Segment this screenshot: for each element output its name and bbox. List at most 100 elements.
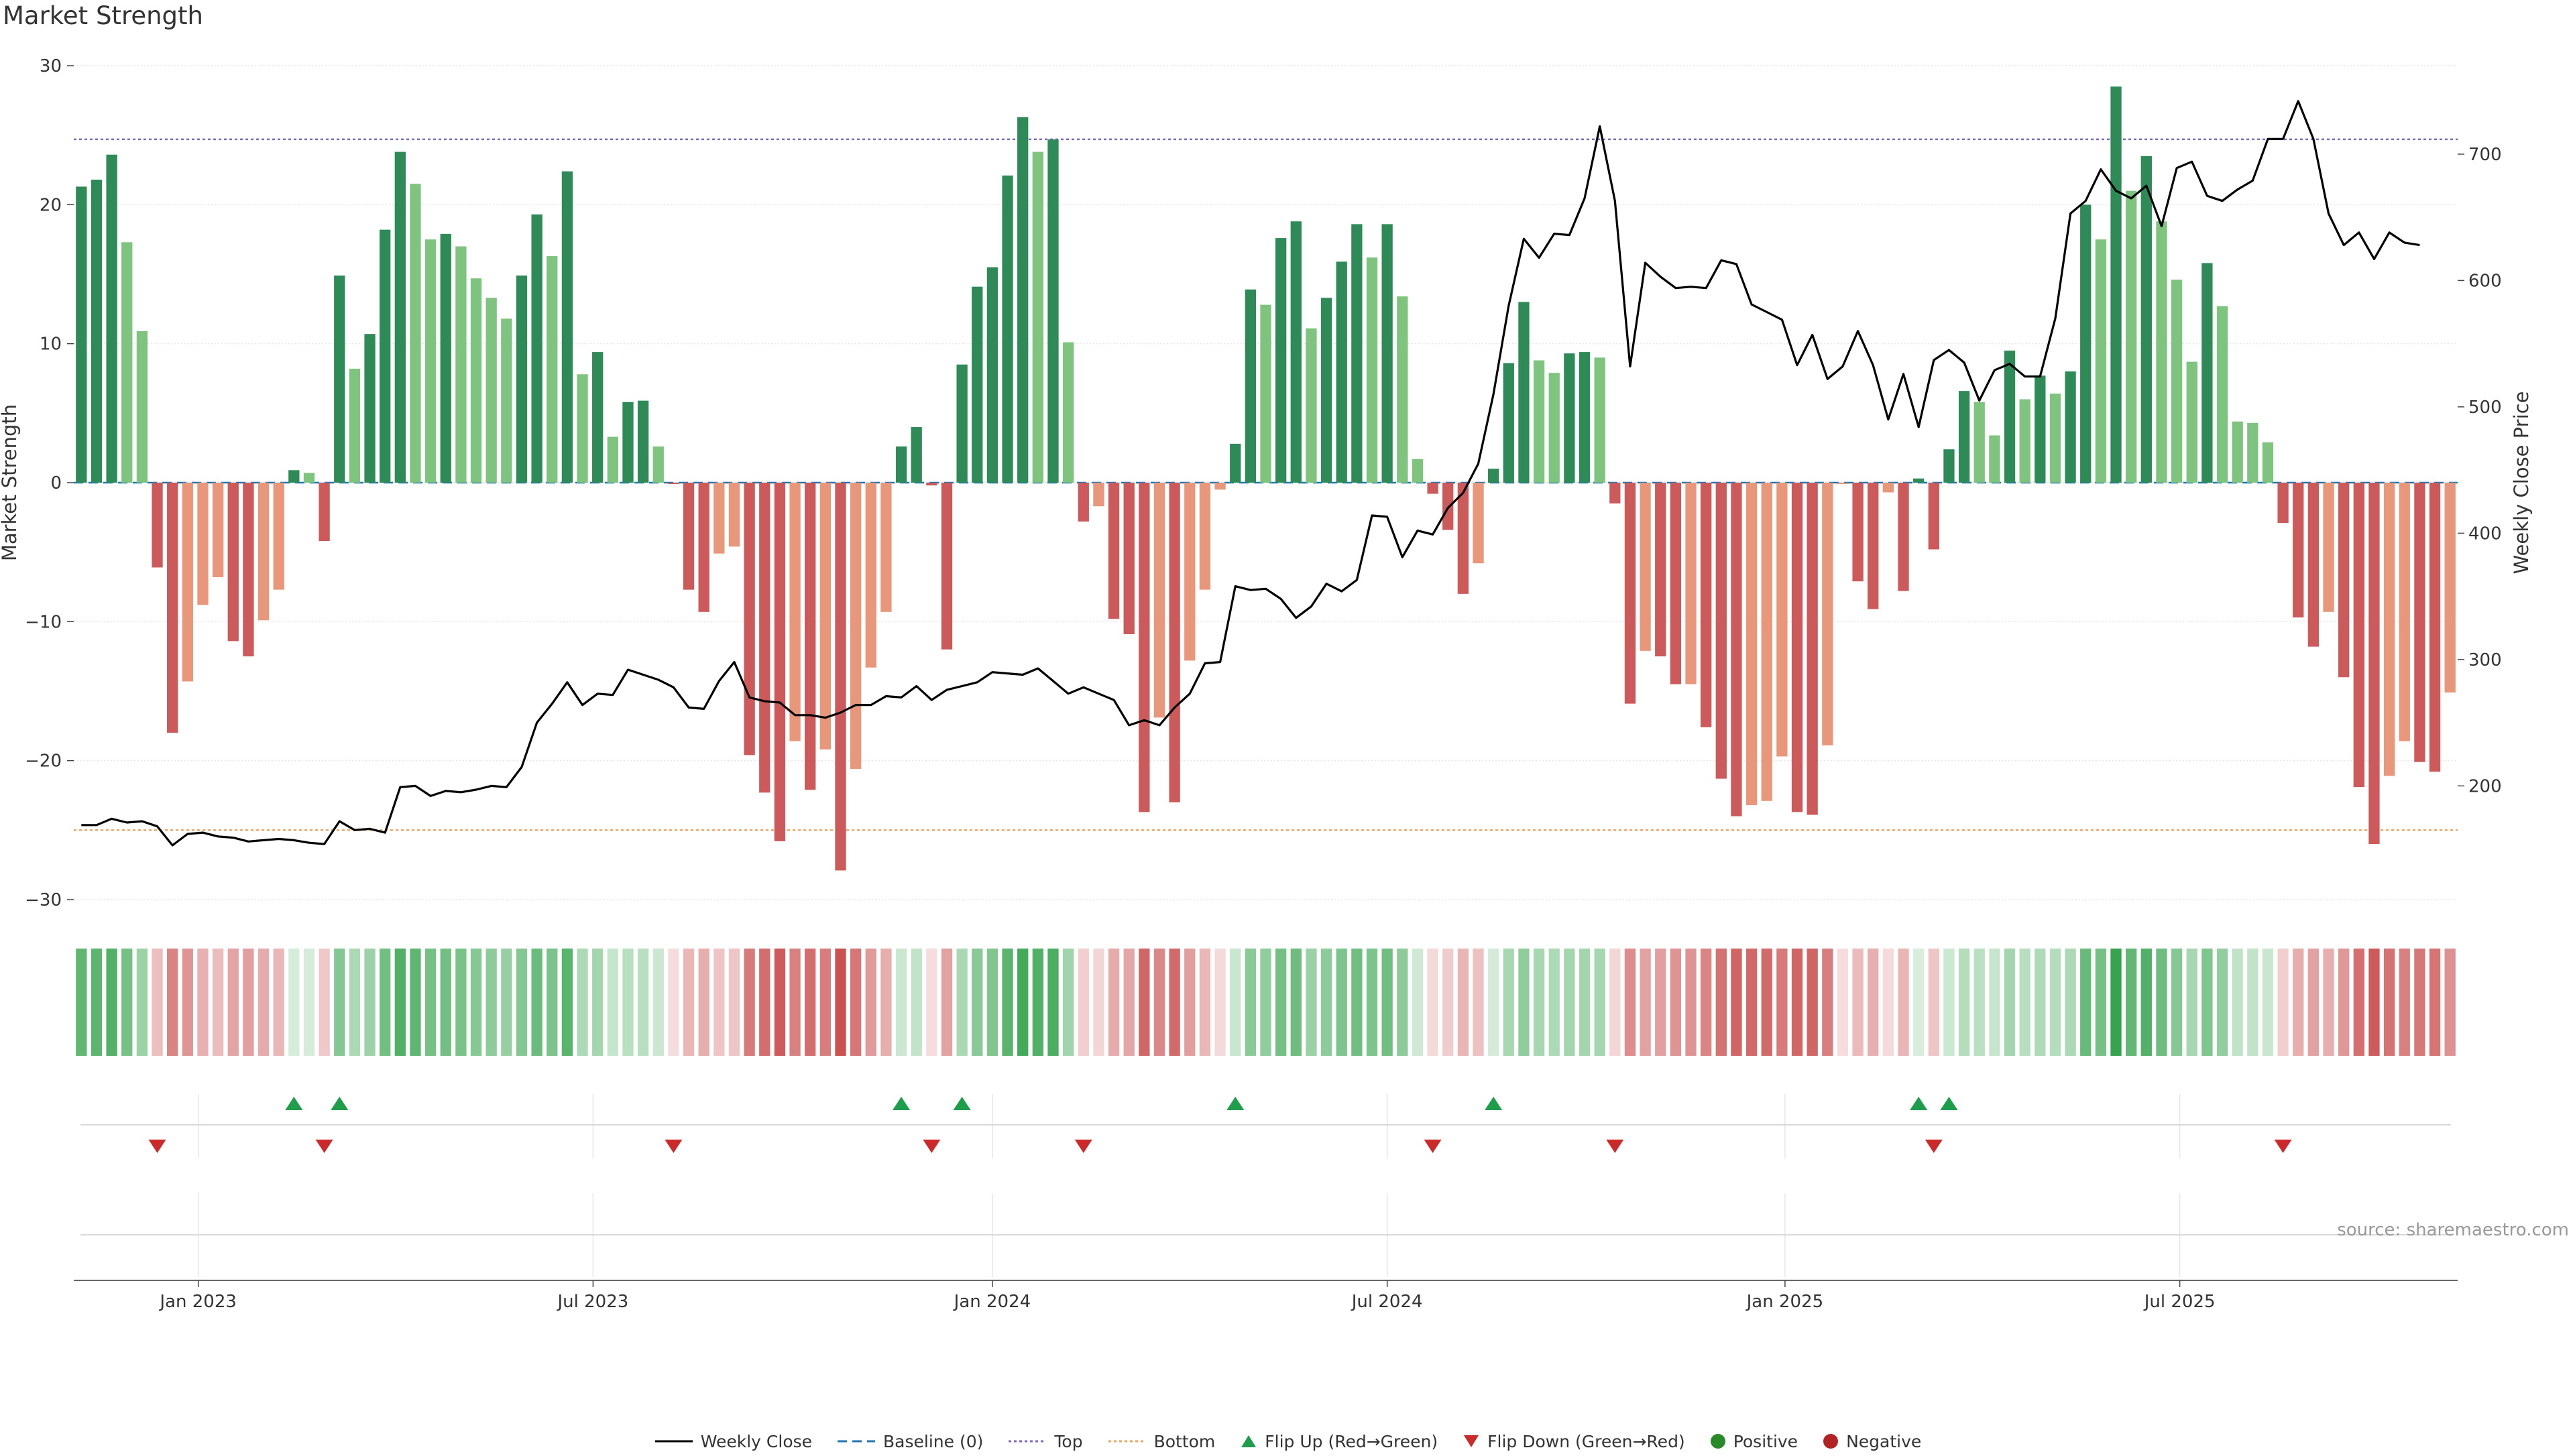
strength-bar [2156,221,2167,483]
heat-cell [789,949,801,1056]
strength-bar [2307,483,2320,647]
heat-cell [637,949,649,1056]
heat-cell [1214,949,1226,1056]
strength-bar [394,151,406,483]
strength-bar [2171,280,2183,483]
heat-cell [2429,949,2441,1056]
heat-cell [2049,949,2061,1056]
strength-bar [2140,156,2152,483]
legend-label: Negative [1846,1431,1922,1451]
strength-bar [1701,483,1712,727]
strength-bar [106,154,117,483]
heat-cell [1882,949,1894,1056]
strength-bars [76,86,2456,871]
heat-cell [258,949,270,1056]
x-tick-label: Jan 2025 [1746,1292,1824,1312]
heat-cell [1230,949,1241,1056]
heat-cell [1457,949,1469,1056]
strength-bar [2323,483,2334,612]
heat-cell [1487,949,1499,1056]
strength-bar [319,483,330,542]
heat-cell [2232,949,2243,1056]
strength-bar [1958,391,1970,483]
heat-cell [880,949,892,1056]
strength-bar [1427,483,1438,494]
heat-cell [1245,949,1257,1056]
legend-label: Bottom [1153,1431,1216,1451]
legend-item-positive: Positive [1709,1432,1798,1451]
heat-cell [1047,949,1059,1056]
heat-cell [1685,949,1697,1056]
strength-bar [2065,371,2076,483]
strength-bar [2232,421,2243,483]
legend: Weekly Close Baseline (0) Top Bottom Fli… [0,1427,2575,1456]
heat-cell [227,949,239,1056]
legend-label: Flip Up (Red→Green) [1265,1431,1438,1451]
strength-bar [592,352,604,483]
bottom-swatch-icon [1108,1440,1146,1443]
heat-cell [1473,949,1484,1056]
heat-cell [288,949,300,1056]
strength-bar [880,483,892,612]
strength-bar [1397,296,1408,483]
heat-cell [516,949,528,1056]
strength-bar [1139,483,1150,812]
strength-bar [212,483,224,577]
heat-cell [197,949,209,1056]
heat-cell [1290,949,1302,1056]
heat-cell [1791,949,1803,1056]
strength-bar [774,483,786,841]
strength-bar [1017,117,1029,483]
strength-bar [1412,459,1424,483]
heat-cell [2216,949,2228,1056]
heat-cell [1807,949,1818,1056]
heat-cell [455,949,467,1056]
strength-bar [91,180,103,483]
heat-cell [2293,949,2304,1056]
heat-cell [592,949,604,1056]
strength-bar [2110,86,2122,483]
heat-cell [1275,949,1287,1056]
flip-down-marker [1606,1140,1624,1153]
heat-cell [152,949,163,1056]
heat-cell [2277,949,2289,1056]
heat-cell [1609,949,1621,1056]
heat-cell [1898,949,1909,1056]
strength-bar [1594,357,1605,483]
heat-cell [759,949,770,1056]
heat-cell [1655,949,1666,1056]
heat-cell [986,949,998,1056]
price-line [81,100,2420,847]
flip-down-marker [923,1140,941,1153]
strength-bar [152,483,163,568]
y2-tick-label: 200 [2468,776,2502,796]
strength-bar [759,483,770,793]
strength-bar [2019,399,2030,483]
heat-cell [2353,949,2364,1056]
heat-cell [1715,949,1727,1056]
source-note: source: sharemaestro.com [2337,1220,2569,1240]
x-tick-label: Jul 2023 [556,1292,628,1312]
y-axis-title: Market Strength [0,404,21,561]
top-swatch-icon [1009,1440,1047,1443]
legend-item-flip-up: Flip Up (Red→Green) [1239,1432,1438,1451]
heat-cell [1108,949,1120,1056]
strength-bar [1822,483,1833,745]
weekly-close-line [81,100,2420,847]
strength-bar [349,368,361,483]
y2-tick-label: 600 [2468,271,2502,291]
strength-bar [1487,469,1499,483]
heat-cell [1518,949,1530,1056]
strength-bar [1351,224,1363,483]
y-tick-label: 20 [40,195,62,215]
strength-bar [2277,483,2289,524]
strength-bar [364,334,376,483]
strength-bar [1715,483,1727,779]
strength-bar [1579,352,1591,483]
heat-cell [1548,949,1560,1056]
strength-bar [1518,302,1530,483]
y-tick-label: 10 [40,335,62,355]
strength-bar [2216,306,2228,483]
heat-cell [2201,949,2213,1056]
